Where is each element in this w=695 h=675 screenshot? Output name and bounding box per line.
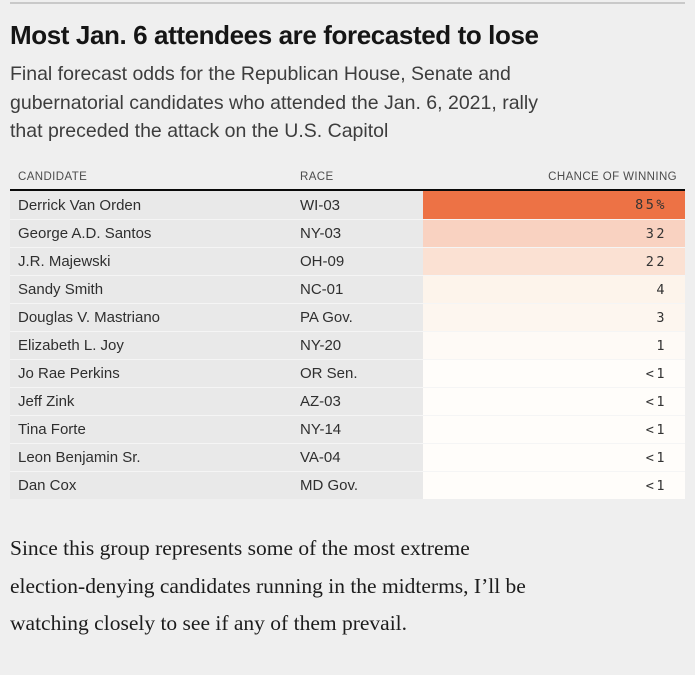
race-label: NY-20 <box>300 331 423 359</box>
table-row: Tina Forte NY-14 <1 <box>10 415 685 443</box>
table-row: Derrick Van Orden WI-03 85% <box>10 191 685 219</box>
candidate-name: J.R. Majewski <box>10 247 300 275</box>
chance-of-winning-value: <1 <box>423 387 685 415</box>
column-header-candidate: CANDIDATE <box>18 171 88 183</box>
table-row: Dan Cox MD Gov. <1 <box>10 471 685 499</box>
top-divider-rule <box>10 2 685 4</box>
column-header-race: RACE <box>300 171 334 183</box>
commentary-line: watching closely to see if any of them p… <box>10 611 408 635</box>
race-label: NY-03 <box>300 219 423 247</box>
race-label: WI-03 <box>300 191 423 219</box>
column-header-chance-of-winning: CHANCE OF WINNING <box>548 171 677 183</box>
candidate-name: Sandy Smith <box>10 275 300 303</box>
subtitle-line: Final forecast odds for the Republican H… <box>10 63 511 85</box>
race-label: NC-01 <box>300 275 423 303</box>
candidate-name: Dan Cox <box>10 471 300 499</box>
chance-of-winning-value: 32 <box>423 219 685 247</box>
chance-of-winning-value: 22 <box>423 247 685 275</box>
chance-of-winning-value: 85% <box>423 191 685 219</box>
race-label: OR Sen. <box>300 359 423 387</box>
chance-of-winning-value: 3 <box>423 303 685 331</box>
chance-of-winning-value: 4 <box>423 275 685 303</box>
chance-of-winning-value: <1 <box>423 415 685 443</box>
chart-subtitle: Final forecast odds for the Republican H… <box>10 60 685 146</box>
table-header-row: CANDIDATE RACE CHANCE OF WINNING <box>10 166 685 189</box>
table-row: Elizabeth L. Joy NY-20 1 <box>10 331 685 359</box>
candidate-name: George A.D. Santos <box>10 219 300 247</box>
commentary-line: Since this group represents some of the … <box>10 536 470 560</box>
candidate-name: Jeff Zink <box>10 387 300 415</box>
chance-of-winning-value: <1 <box>423 471 685 499</box>
commentary-line: election-denying candidates running in t… <box>10 573 526 598</box>
chance-of-winning-value: <1 <box>423 359 685 387</box>
page-title: Most Jan. 6 attendees are forecasted to … <box>10 20 539 50</box>
race-label: AZ-03 <box>300 387 423 415</box>
table-header-rule <box>10 189 685 191</box>
candidate-name: Tina Forte <box>10 415 300 443</box>
table-row: J.R. Majewski OH-09 22 <box>10 247 685 275</box>
table-row: Sandy Smith NC-01 4 <box>10 275 685 303</box>
race-label: PA Gov. <box>300 303 423 331</box>
candidate-name: Derrick Van Orden <box>10 191 300 219</box>
subtitle-line: gubernatorial candidates who attended th… <box>10 91 538 114</box>
race-label: OH-09 <box>300 247 423 275</box>
table-row: Leon Benjamin Sr. VA-04 <1 <box>10 443 685 471</box>
race-label: VA-04 <box>300 443 423 471</box>
race-label: NY-14 <box>300 415 423 443</box>
chance-of-winning-value: <1 <box>423 443 685 471</box>
forecast-table: CANDIDATE RACE CHANCE OF WINNING Derrick… <box>10 166 685 499</box>
table-row: Jeff Zink AZ-03 <1 <box>10 387 685 415</box>
race-label: MD Gov. <box>300 471 423 499</box>
candidate-name: Jo Rae Perkins <box>10 359 300 387</box>
table-row: Jo Rae Perkins OR Sen. <1 <box>10 359 685 387</box>
candidate-name: Douglas V. Mastriano <box>10 303 300 331</box>
table-row: Douglas V. Mastriano PA Gov. 3 <box>10 303 685 331</box>
chance-of-winning-value: 1 <box>423 331 685 359</box>
candidate-name: Elizabeth L. Joy <box>10 331 300 359</box>
table-row: George A.D. Santos NY-03 32 <box>10 219 685 247</box>
subtitle-line: that preceded the attack on the U.S. Cap… <box>10 120 389 142</box>
commentary-paragraph: Since this group represents some of the … <box>10 530 690 643</box>
candidate-name: Leon Benjamin Sr. <box>10 443 300 471</box>
